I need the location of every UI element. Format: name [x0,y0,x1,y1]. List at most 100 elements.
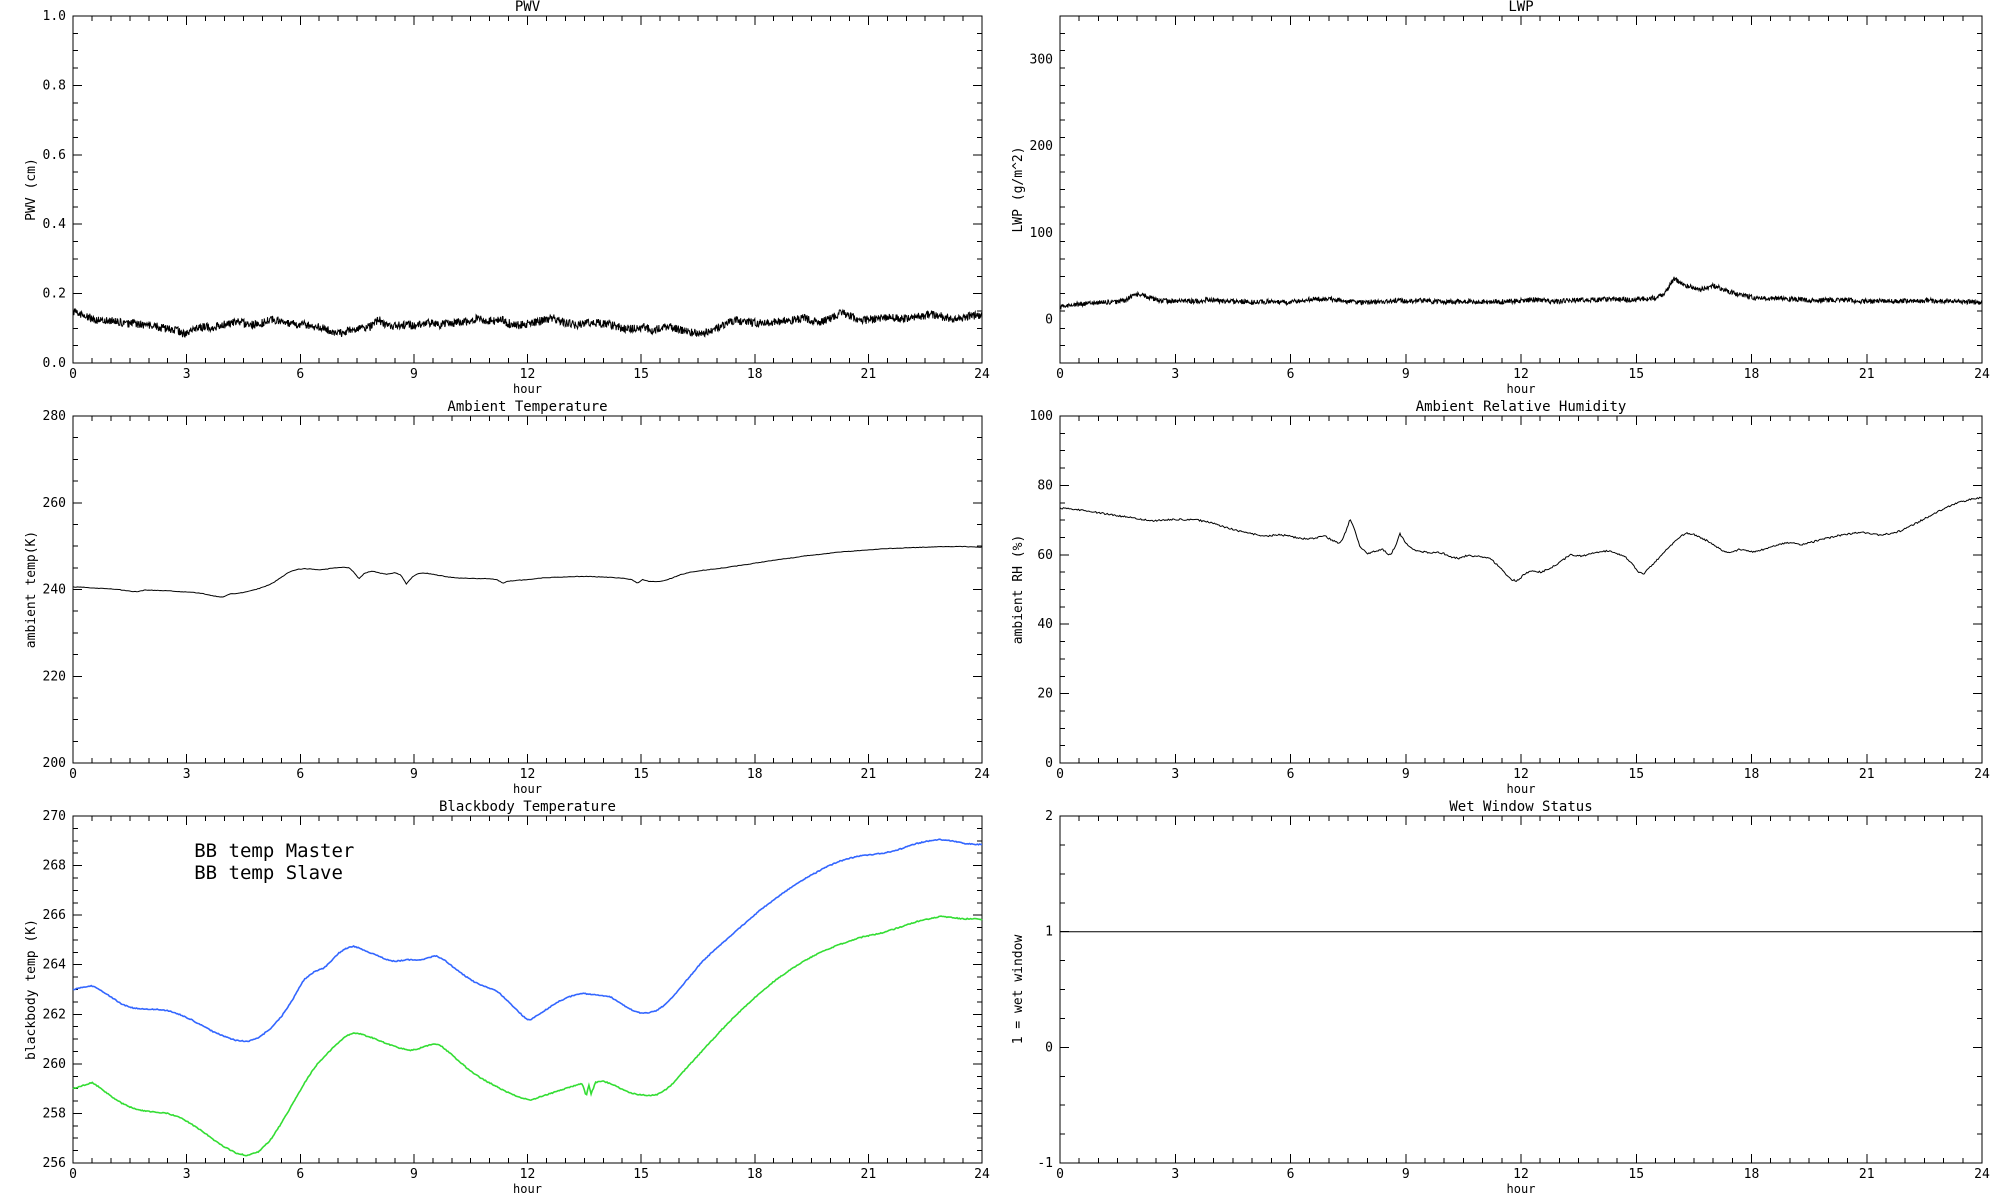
svg-text:3: 3 [183,1167,191,1182]
svg-text:24: 24 [1974,367,1990,382]
svg-text:15: 15 [633,367,649,382]
svg-text:6: 6 [1287,367,1295,382]
ambient-temperature-chart: 0 3 6 9 12 15 18 21 24 200 220 240 260 280 Ambient Tem… [24,400,990,796]
svg-text:24: 24 [974,767,990,782]
svg-text:9: 9 [1402,367,1410,382]
svg-text:24: 24 [974,367,990,382]
svg-text:hour: hour [1507,782,1536,796]
svg-text:240: 240 [43,583,66,598]
svg-text:18: 18 [1744,767,1760,782]
svg-text:0: 0 [1056,1167,1064,1182]
svg-text:15: 15 [1628,767,1644,782]
svg-text:6: 6 [1287,767,1295,782]
svg-text:0: 0 [1045,756,1053,771]
svg-text:ambient RH (%): ambient RH (%) [1011,535,1026,645]
svg-text:6: 6 [296,367,304,382]
svg-text:24: 24 [1974,1167,1990,1182]
svg-text:0: 0 [69,1167,77,1182]
svg-text:3: 3 [1171,367,1179,382]
svg-text:270: 270 [43,809,66,824]
svg-text:0: 0 [69,767,77,782]
svg-text:21: 21 [861,367,877,382]
svg-text:9: 9 [1402,1167,1410,1182]
svg-text:0: 0 [1056,767,1064,782]
svg-text:0.0: 0.0 [43,356,66,371]
svg-text:LWP (g/m^2): LWP (g/m^2) [1011,146,1026,232]
svg-text:262: 262 [43,1007,66,1022]
svg-text:60: 60 [1037,548,1053,563]
lwp-panel: 0 3 6 9 12 15 18 21 24 0 100 200 300 LWP hour LWP (g/m^… [1000,0,2000,400]
svg-text:3: 3 [1171,1167,1179,1182]
svg-text:12: 12 [1513,767,1529,782]
svg-text:PWV: PWV [515,0,541,15]
svg-text:hour: hour [513,782,542,796]
svg-text:9: 9 [410,367,418,382]
svg-text:300: 300 [1030,52,1053,67]
svg-text:1.0: 1.0 [43,9,66,24]
svg-text:21: 21 [861,1167,877,1182]
svg-text:15: 15 [1628,367,1644,382]
svg-text:-1: -1 [1037,1156,1053,1171]
svg-text:266: 266 [43,908,66,923]
svg-text:18: 18 [747,767,763,782]
svg-text:0: 0 [1056,367,1064,382]
svg-text:Wet Window Status: Wet Window Status [1449,800,1592,815]
svg-text:21: 21 [1859,767,1875,782]
svg-text:1 = wet window: 1 = wet window [1011,935,1026,1045]
svg-text:blackbody temp (K): blackbody temp (K) [24,919,39,1060]
svg-text:40: 40 [1037,617,1053,632]
svg-text:9: 9 [1402,767,1410,782]
svg-text:24: 24 [974,1167,990,1182]
svg-text:12: 12 [520,1167,536,1182]
svg-text:6: 6 [296,767,304,782]
svg-text:BB temp Master: BB temp Master [194,840,354,862]
svg-text:258: 258 [43,1106,66,1121]
svg-text:12: 12 [1513,367,1529,382]
svg-text:15: 15 [1628,1167,1644,1182]
svg-text:18: 18 [1744,1167,1760,1182]
pwv-panel: 0 3 6 9 12 15 18 21 24 0.0 0.2 0.4 0.6 0.8 1.0 PWV hour P… [0,0,1000,400]
ambient-temperature-panel: 0 3 6 9 12 15 18 21 24 200 220 240 260 280 Ambient Tem… [0,400,1000,800]
svg-text:24: 24 [1974,767,1990,782]
svg-text:3: 3 [183,367,191,382]
svg-text:20: 20 [1037,687,1053,702]
svg-text:hour: hour [513,1182,542,1196]
blackbody-temperature-chart: 0 3 6 9 12 15 18 21 24 256 258 260 262 264 266 268 270 Bl… [24,800,990,1196]
svg-text:LWP: LWP [1508,0,1533,15]
svg-text:ambient temp(K): ambient temp(K) [24,531,39,648]
svg-text:3: 3 [1171,767,1179,782]
svg-text:264: 264 [43,958,67,973]
svg-text:9: 9 [410,767,418,782]
svg-text:100: 100 [1030,409,1053,424]
svg-text:12: 12 [520,767,536,782]
svg-text:9: 9 [410,1167,418,1182]
svg-text:6: 6 [1287,1167,1295,1182]
svg-text:21: 21 [861,767,877,782]
svg-text:80: 80 [1037,478,1053,493]
wet-window-status-panel: 0 3 6 9 12 15 18 21 24 -1 0 1 2 Wet Window Status hour… [1000,800,2000,1200]
svg-text:0: 0 [69,367,77,382]
svg-text:2: 2 [1045,809,1053,824]
svg-text:256: 256 [43,1156,66,1171]
ambient-relative-humidity-panel: 0 3 6 9 12 15 18 21 24 0 20 40 60 80 100 Ambient Relati… [1000,400,2000,800]
svg-text:0.8: 0.8 [43,78,66,93]
svg-text:6: 6 [296,1167,304,1182]
svg-text:260: 260 [43,496,66,511]
svg-text:12: 12 [1513,1167,1529,1182]
svg-text:0.4: 0.4 [43,217,67,232]
svg-text:hour: hour [1507,1182,1536,1196]
svg-text:18: 18 [747,367,763,382]
svg-text:100: 100 [1030,226,1053,241]
pwv-chart: 0 3 6 9 12 15 18 21 24 0.0 0.2 0.4 0.6 0.8 1.0 PWV hour P… [24,0,990,396]
svg-text:0.2: 0.2 [43,287,66,302]
svg-text:Ambient Relative Humidity: Ambient Relative Humidity [1416,400,1627,415]
svg-text:hour: hour [1507,382,1536,396]
svg-text:hour: hour [513,382,542,396]
svg-text:21: 21 [1859,1167,1875,1182]
svg-text:0: 0 [1045,313,1053,328]
svg-text:200: 200 [43,756,66,771]
svg-text:260: 260 [43,1057,66,1072]
svg-text:0.6: 0.6 [43,148,66,163]
